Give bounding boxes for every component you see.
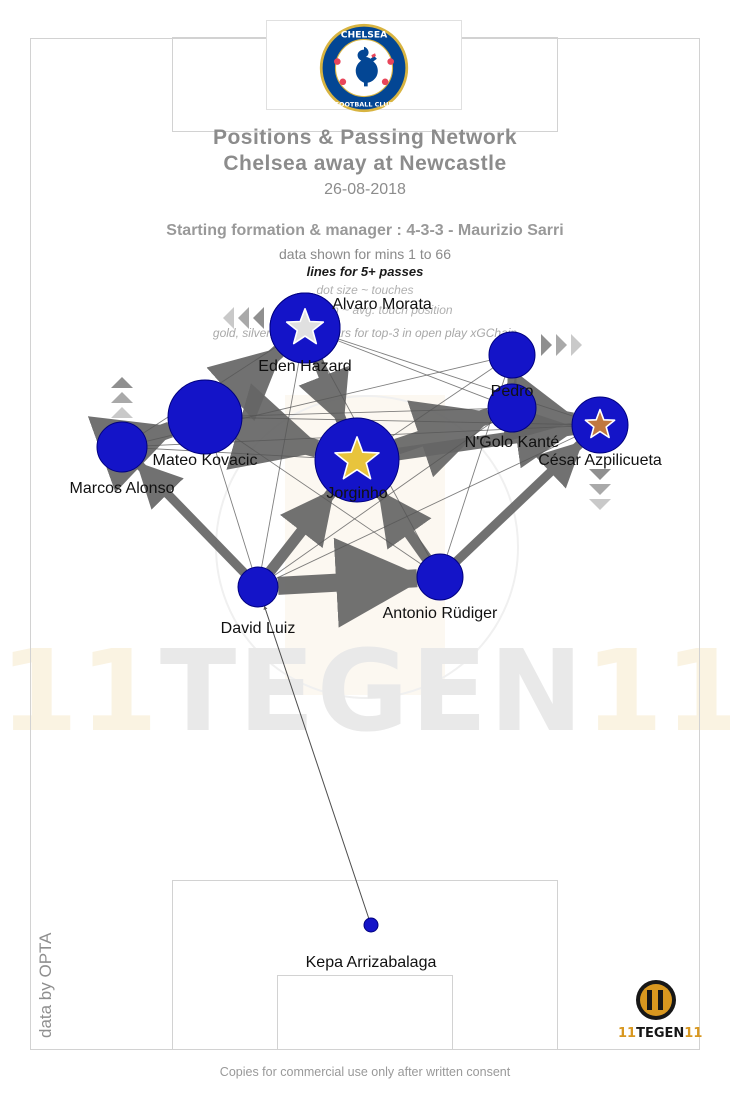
xgchain-star-silver [285,307,325,345]
passing-edge-faint [215,452,253,569]
direction-marker-down [589,499,611,510]
direction-marker-left [223,307,234,329]
passing-edge-faint [275,436,575,579]
passing-edge-faint [391,367,494,437]
player-label: Eden Hazard [258,358,352,375]
player-dot [363,917,379,933]
direction-marker-down [589,484,611,495]
direction-marker-right [571,334,582,356]
passing-edge [394,400,497,478]
passing-edge [376,489,432,562]
crest-bottom-label: FOOTBALL CLUB [335,101,394,109]
direction-marker-right [541,334,552,356]
player-label: David Luiz [220,620,296,637]
crest-top-label: CHELSEA [341,30,388,41]
node-layer [96,292,629,933]
player-label: Pedro [490,383,534,400]
passing-edge-faint [235,437,422,565]
player-label: Antonio Rüdiger [382,605,498,622]
brand-logo: 11TEGEN11 [618,978,702,1044]
brand-logo-text: 11TEGEN11 [618,1026,702,1041]
minutes-line: data shown for mins 1 to 66 [279,246,451,262]
player-label: N'Golo Kanté [464,434,560,451]
title-block: Positions & Passing Network Chelsea away… [172,125,558,215]
direction-marker-left [238,307,249,329]
passing-edge-faint [274,421,493,576]
brand-prefix: 11 [618,1026,637,1041]
player-dot [167,379,243,455]
player-label: César Azpilicueta [538,452,662,469]
passing-edge [206,345,285,422]
data-source-label: data by OPTA [36,932,55,1038]
passing-edge [277,537,427,628]
passing-edge [453,441,583,565]
passing-edge [263,605,370,919]
legend-dot-size: dot size ~ touches [316,283,414,297]
passing-edge-faint [337,340,490,400]
player-dot [487,383,537,433]
player-dot [237,566,279,608]
passing-edge [266,488,336,575]
passing-edge-faint [241,408,489,417]
title-line-2: Chelsea away at Newcastle [223,152,507,176]
direction-marker-down [589,469,611,480]
brand-mid: TEGEN [636,1026,685,1041]
copyright-note: Copies for commercial use only after wri… [219,1065,511,1079]
player-label: Mateo Kovacic [152,452,258,469]
player-dot [96,421,148,473]
penalty-box-bottom [172,880,558,1050]
chelsea-crest-icon: CHELSEA FOOTBALL CLUB [319,23,409,113]
formation-manager-line: Starting formation & manager : 4-3-3 - M… [166,222,564,239]
direction-marker-up [111,407,133,418]
title-line-1: Positions & Passing Network [212,126,518,149]
player-label: Jorginho [326,485,388,502]
player-label: Kepa Arrizabalaga [305,954,437,971]
xgchain-star-bronze [584,408,616,439]
player-label: Marcos Alonso [69,480,175,497]
direction-marker-right [556,334,567,356]
six-yard-box-bottom [277,975,453,1050]
direction-marker-up [111,377,133,388]
passing-edge [226,383,326,470]
brand-logo-icon [636,980,676,1020]
brand-suffix: 11 [684,1026,703,1041]
passing-edge [87,416,178,493]
passing-edge [298,358,349,426]
xgchain-star-gold [334,436,380,480]
passing-edge-faint [338,338,574,417]
passing-edge-faint [146,447,316,459]
player-dot [488,331,536,379]
lines-threshold-note: lines for 5+ passes [306,264,424,279]
direction-marker-layer [111,307,611,510]
direction-marker-left [253,307,264,329]
match-date: 26-08-2018 [324,180,406,198]
passing-edge [502,372,580,443]
player-dot [416,553,464,601]
player-label: Alvaro Morata [332,296,432,313]
direction-marker-up [111,392,133,403]
passing-edge-faint [261,362,300,568]
passing-edge [136,461,248,576]
